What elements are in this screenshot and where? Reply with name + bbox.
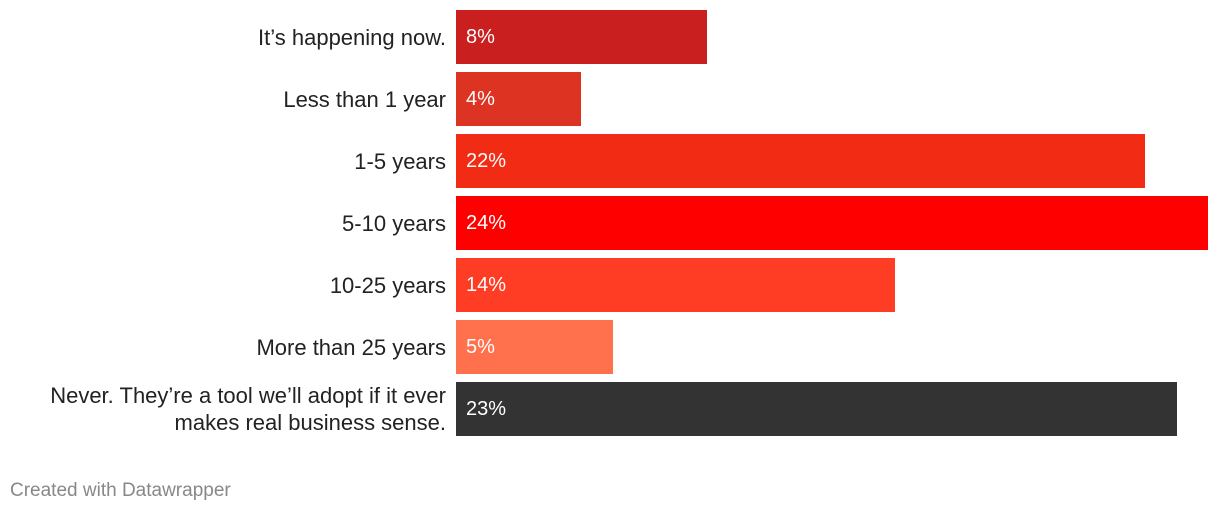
bar <box>456 72 582 126</box>
value-label: 5% <box>466 335 495 358</box>
bar <box>456 382 1177 436</box>
value-label: 23% <box>466 397 507 420</box>
value-label: 14% <box>466 273 507 296</box>
category-label: Never. They’re a tool we’ll adopt if it … <box>50 383 446 435</box>
category-label: 5-10 years <box>342 210 446 236</box>
category-label: More than 25 years <box>256 334 446 360</box>
bar <box>456 320 613 374</box>
value-label: 24% <box>466 211 507 234</box>
category-label: 10-25 years <box>329 272 446 298</box>
category-label: It’s happening now. <box>258 24 446 50</box>
footer: Created with Datawrapper <box>10 480 231 501</box>
value-label: 8% <box>466 25 495 48</box>
bar <box>456 10 707 64</box>
value-label: 22% <box>466 149 507 172</box>
value-label: 4% <box>466 87 495 110</box>
category-label: 1-5 years <box>354 148 446 174</box>
bar <box>456 258 895 312</box>
bar <box>456 196 1208 250</box>
category-label: Less than 1 year <box>283 86 446 112</box>
bar <box>456 134 1146 188</box>
